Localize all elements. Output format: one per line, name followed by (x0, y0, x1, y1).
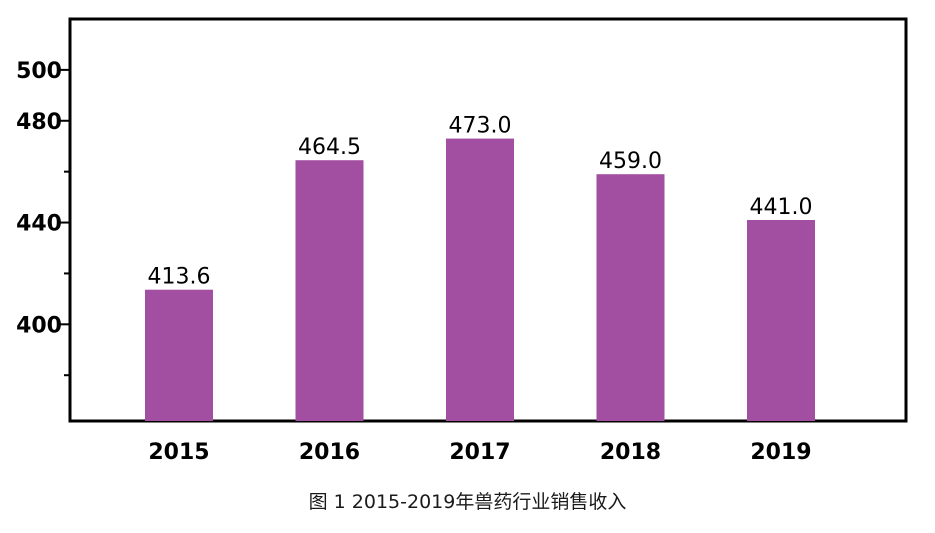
bar (596, 174, 665, 421)
bar (145, 289, 213, 421)
bar-value-label: 459.0 (599, 149, 662, 174)
x-tick-label: 2017 (449, 440, 510, 465)
x-tick-label: 2015 (148, 440, 209, 465)
bar-chart: 400 440 480 500 413.6 464.5 473.0 459.0 441.0 2… (16, 17, 908, 465)
figure-caption: 图 1 2015-2019年兽药行业销售收入 (308, 491, 627, 513)
x-tick-label: 2018 (600, 440, 661, 465)
bar-value-label: 441.0 (750, 195, 813, 220)
bar (446, 138, 514, 421)
data-labels: 413.6 464.5 473.0 459.0 441.0 (148, 114, 813, 290)
x-tick-label: 2016 (299, 440, 360, 465)
bar (747, 220, 815, 421)
y-tick-label: 400 (16, 313, 62, 338)
y-tick-label: 480 (16, 110, 62, 135)
bar-value-label: 464.5 (298, 135, 361, 160)
bar-value-label: 473.0 (449, 114, 512, 139)
y-axis: 400 440 480 500 (16, 59, 70, 377)
bars (145, 138, 815, 421)
x-axis: 2015 2016 2017 2018 2019 (148, 440, 811, 465)
bar-value-label: 413.6 (148, 265, 211, 290)
y-tick-label: 440 (16, 212, 62, 237)
bar (295, 160, 364, 421)
y-tick-label: 500 (16, 59, 62, 84)
x-tick-label: 2019 (750, 440, 811, 465)
